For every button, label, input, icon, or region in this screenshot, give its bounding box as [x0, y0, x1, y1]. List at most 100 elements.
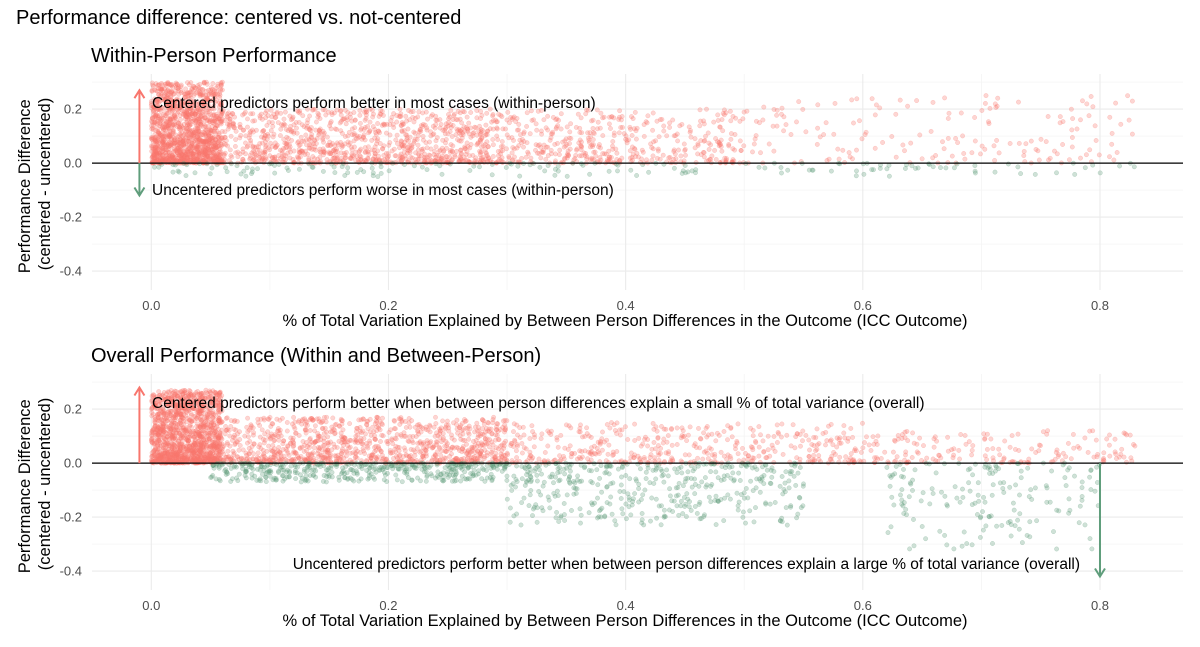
positive-point: [1093, 138, 1099, 143]
positive-point: [443, 137, 449, 142]
positive-point: [386, 142, 392, 148]
positive-point: [228, 133, 234, 139]
positive-point: [321, 132, 326, 138]
positive-point: [245, 116, 250, 122]
positive-point: [154, 141, 160, 147]
positive-point: [498, 112, 504, 118]
positive-point: [460, 130, 466, 136]
positive-point: [499, 139, 505, 145]
positive-point: [213, 152, 219, 158]
positive-point: [222, 135, 228, 140]
positive-point: [215, 157, 221, 163]
positive-point: [198, 121, 203, 127]
positive-point: [1126, 117, 1132, 123]
positive-point: [946, 110, 952, 116]
positive-point: [474, 132, 480, 138]
negative-point: [370, 170, 376, 176]
positive-point: [383, 150, 389, 156]
negative-point: [902, 166, 908, 171]
positive-point: [590, 125, 596, 131]
positive-point: [407, 434, 413, 440]
positive-point: [373, 130, 379, 135]
positive-point: [176, 448, 182, 454]
positive-point: [479, 112, 485, 118]
negative-point: [156, 164, 162, 170]
positive-point: [682, 146, 688, 152]
negative-point: [606, 168, 612, 174]
positive-point: [241, 111, 247, 117]
positive-point: [257, 423, 263, 428]
positive-point: [186, 129, 192, 135]
positive-point: [171, 138, 177, 144]
positive-point: [154, 99, 160, 105]
positive-point: [380, 112, 386, 118]
negative-point: [250, 166, 255, 172]
scatter-points: [148, 79, 1137, 180]
positive-point: [164, 102, 170, 108]
positive-point: [182, 109, 188, 115]
figure-title: Performance difference: centered vs. not…: [16, 7, 461, 29]
positive-point: [713, 156, 719, 162]
negative-point: [310, 164, 316, 170]
positive-point: [177, 140, 183, 146]
positive-point: [949, 153, 955, 159]
negative-point: [339, 164, 345, 170]
positive-point: [301, 448, 307, 454]
positive-point: [280, 123, 286, 129]
positive-point: [180, 415, 186, 421]
positive-point: [210, 415, 216, 420]
positive-point: [167, 150, 173, 155]
positive-point: [180, 142, 185, 148]
positive-point: [465, 144, 471, 150]
positive-point: [154, 150, 160, 156]
positive-point: [155, 125, 161, 131]
positive-point: [199, 422, 205, 428]
positive-point: [278, 156, 283, 161]
positive-point: [411, 129, 417, 135]
positive-point: [205, 425, 211, 431]
positive-point: [200, 112, 206, 118]
x-tick-label: 0.0: [142, 298, 160, 313]
negative-point: [320, 168, 326, 174]
positive-point: [823, 120, 829, 126]
positive-point: [466, 131, 472, 137]
negative-point: [806, 167, 812, 173]
positive-point: [794, 119, 799, 125]
positive-point: [206, 132, 212, 138]
positive-point: [176, 124, 182, 130]
negative-point: [228, 161, 234, 167]
positive-point: [167, 82, 173, 88]
positive-point: [362, 125, 368, 130]
positive-point: [349, 153, 355, 159]
positive-point: [557, 147, 563, 153]
positive-point: [206, 133, 212, 139]
positive-point: [655, 148, 661, 154]
positive-point: [478, 137, 483, 143]
positive-point: [854, 147, 859, 153]
positive-point: [334, 126, 340, 132]
positive-point: [1078, 155, 1083, 161]
positive-point: [152, 139, 158, 145]
positive-point: [176, 106, 182, 111]
negative-point: [837, 161, 843, 167]
positive-point: [431, 131, 437, 137]
negative-point: [1054, 170, 1059, 176]
positive-point: [173, 148, 179, 153]
positive-point: [1125, 93, 1131, 99]
positive-point: [180, 157, 186, 163]
positive-point: [175, 134, 181, 140]
negative-point: [369, 165, 375, 171]
positive-point: [157, 422, 163, 428]
positive-point: [945, 116, 951, 121]
positive-point: [160, 445, 166, 450]
positive-point: [552, 151, 558, 157]
positive-point: [235, 154, 241, 160]
positive-point: [196, 119, 202, 125]
positive-point: [193, 428, 199, 434]
positive-point: [165, 95, 171, 101]
positive-point: [204, 118, 210, 124]
positive-point: [568, 136, 574, 141]
positive-point: [1107, 114, 1113, 120]
positive-point: [432, 148, 438, 154]
positive-point: [695, 151, 701, 157]
